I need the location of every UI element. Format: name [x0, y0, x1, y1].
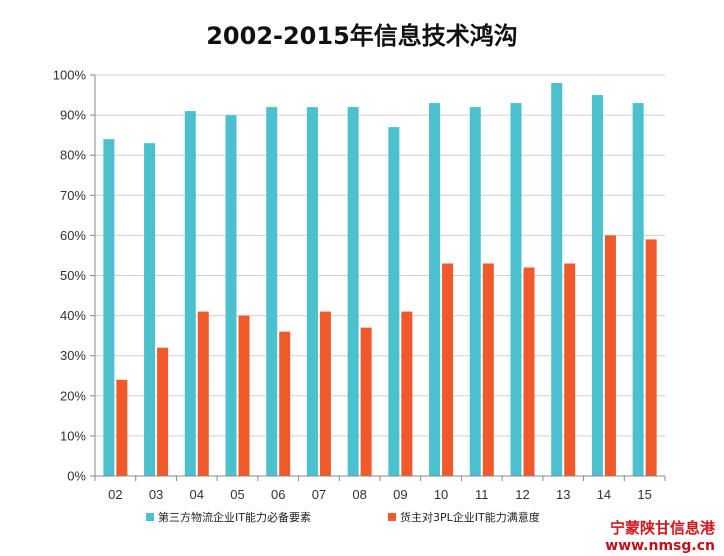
gridlines — [95, 74, 665, 477]
watermark-line1: 宁蒙陕甘信息港 — [610, 519, 716, 537]
bar-shipper-satisfaction-10 — [442, 263, 454, 476]
y-tick-label: 100% — [53, 68, 87, 83]
bar-shipper-satisfaction-11 — [482, 263, 494, 476]
bar-it-requirement-03 — [144, 143, 156, 477]
bar-it-requirement-04 — [184, 111, 196, 476]
x-tick-label: 08 — [352, 487, 366, 502]
watermark-logo: 宁蒙陕甘信息港 www.nmsg.cn — [605, 519, 716, 554]
x-tick-label: 10 — [434, 487, 448, 502]
bar-shipper-satisfaction-12 — [523, 267, 535, 476]
bar-it-requirement-12 — [510, 103, 522, 476]
y-tick-label: 90% — [60, 108, 86, 123]
legend-swatch — [146, 513, 154, 521]
x-tick-label: 12 — [515, 487, 529, 502]
legend-swatch — [388, 513, 396, 521]
x-tick-label: 02 — [108, 487, 122, 502]
bar-shipper-satisfaction-07 — [319, 311, 331, 476]
bar-it-requirement-06 — [266, 107, 278, 476]
x-axis: 02 03 04 05 06 07 08 09 10 11 12 13 14 15 — [94, 475, 666, 502]
legend-label: 货主对3PL企业IT能力满意度 — [400, 510, 540, 524]
bars — [103, 83, 657, 477]
legend: 第三方物流企业IT能力必备要素 货主对3PL企业IT能力满意度 — [146, 510, 540, 524]
bar-shipper-satisfaction-06 — [279, 331, 291, 476]
x-tick-label: 13 — [556, 487, 570, 502]
y-tick-label: 40% — [60, 308, 86, 323]
y-tick-label: 80% — [60, 148, 86, 163]
x-tick-label: 09 — [393, 487, 407, 502]
bar-shipper-satisfaction-04 — [197, 311, 209, 476]
y-tick-label: 10% — [60, 428, 86, 443]
x-tick-label: 03 — [149, 487, 163, 502]
x-tick-label: 05 — [230, 487, 244, 502]
bar-shipper-satisfaction-08 — [360, 327, 372, 476]
bar-it-requirement-10 — [429, 103, 441, 476]
bar-shipper-satisfaction-09 — [401, 311, 413, 476]
y-axis: 0% 10% 20% 30% 40% 50% 60% 70% 80% 90% 100% — [53, 68, 96, 484]
y-tick-label: 0% — [67, 469, 86, 484]
bar-shipper-satisfaction-14 — [604, 235, 616, 476]
x-tick-label: 04 — [190, 487, 204, 502]
x-tick-label: 07 — [312, 487, 326, 502]
bar-shipper-satisfaction-05 — [238, 315, 250, 476]
y-tick-label: 70% — [60, 188, 86, 203]
bar-it-requirement-14 — [591, 95, 603, 477]
bar-shipper-satisfaction-02 — [116, 379, 128, 476]
y-tick-label: 50% — [60, 268, 86, 283]
y-tick-label: 20% — [60, 388, 86, 403]
watermark-line2: www.nmsg.cn — [605, 538, 715, 554]
bar-it-requirement-15 — [632, 103, 644, 476]
bar-it-requirement-02 — [103, 139, 115, 476]
y-tick-label: 60% — [60, 228, 86, 243]
y-tick-label: 30% — [60, 348, 86, 363]
x-tick-label: 11 — [475, 487, 489, 502]
bar-it-requirement-13 — [551, 83, 563, 477]
bar-shipper-satisfaction-15 — [645, 239, 657, 476]
bar-it-requirement-05 — [225, 115, 237, 476]
x-tick-label: 06 — [271, 487, 285, 502]
bar-shipper-satisfaction-13 — [564, 263, 576, 476]
chart-title: 2002-2015年信息技术鸿沟 — [206, 22, 518, 50]
bar-shipper-satisfaction-03 — [157, 347, 169, 476]
legend-label: 第三方物流企业IT能力必备要素 — [158, 510, 311, 524]
bar-it-requirement-09 — [388, 127, 400, 476]
x-tick-label: 14 — [597, 487, 611, 502]
x-tick-label: 15 — [637, 487, 651, 502]
bar-it-requirement-11 — [469, 107, 481, 476]
bar-it-requirement-08 — [347, 107, 359, 476]
bar-it-requirement-07 — [306, 107, 318, 476]
